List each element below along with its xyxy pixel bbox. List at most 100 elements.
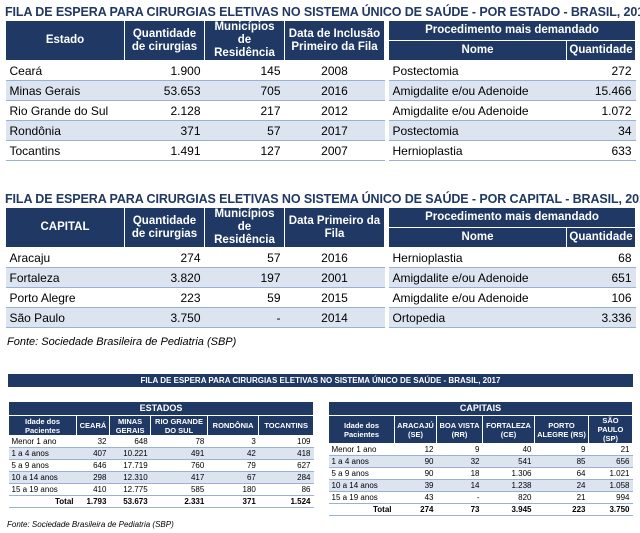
value-cell: 40: [482, 443, 535, 456]
value-cell: 18: [436, 467, 483, 480]
value-cell: 21: [534, 491, 589, 504]
capitais-age-table: CAPITAIS Idade dos Pacientes ARACAJÚ (SE) BO…: [328, 401, 633, 516]
quantity-cell: 223: [124, 287, 205, 308]
value-cell: 541: [482, 455, 535, 468]
date-cell: 2007: [284, 140, 385, 161]
municipios-header: Municípios de Residência: [204, 207, 285, 248]
value-cell: 1.238: [482, 479, 535, 492]
date-cell: 2008: [284, 60, 385, 81]
table-row: 10 a 14 anos 39 14 1.238 24 1.058: [328, 479, 633, 492]
age-label-cell: 15 a 19 anos: [328, 491, 395, 504]
value-cell: 53.673: [109, 495, 151, 508]
value-cell: 85: [534, 455, 589, 468]
column-header: RIO GRANDE DO SUL: [150, 415, 208, 436]
row-name-cell: Porto Alegre: [5, 287, 125, 308]
column-header: PORTO ALEGRE (RS): [534, 415, 589, 444]
municipios-cell: 57: [204, 120, 285, 141]
municipios-cell: 705: [204, 80, 285, 101]
row-name-cell: Rondônia: [5, 120, 125, 141]
proc-quantidade-header: Quantidade: [565, 227, 637, 248]
procedure-name-cell: Amigdalite e/ou Adenoide: [388, 80, 567, 101]
column-header: MINAS GERAIS: [108, 415, 152, 436]
value-cell: 3.750: [588, 503, 633, 516]
value-cell: 418: [258, 447, 314, 460]
procedure-name-cell: Amigdalite e/ou Adenoide: [388, 287, 567, 308]
data-primeiro-header: Data Primeiro da Fila: [284, 207, 385, 248]
idade-header: Idade dos Pacientes: [8, 415, 77, 436]
value-cell: 407: [76, 447, 110, 460]
table-row: Minas Gerais 53.653 705 2016 Amigdalite e/ou…: [5, 80, 636, 101]
value-cell: 627: [258, 459, 314, 472]
value-cell: 12.775: [109, 483, 151, 496]
date-cell: 2016: [284, 80, 385, 101]
value-cell: 417: [150, 471, 208, 484]
value-cell: 994: [588, 491, 633, 504]
estado-table: Estado Quantidade de cirurgias Municípios…: [5, 20, 637, 161]
age-table-title: FILA DE ESPERA PARA CIRURGIAS ELETIVAS N…: [8, 374, 633, 387]
table-row: 15 a 19 anos 410 12.775 585 180 86: [8, 483, 314, 496]
table-row: Rondônia 371 57 2017 Postectomia 34: [5, 120, 636, 141]
procedure-quantity-cell: 68: [566, 247, 636, 268]
estado-section: FILA DE ESPERA PARA CIRURGIAS ELETIVAS N…: [5, 4, 640, 161]
value-cell: 17.719: [109, 459, 151, 472]
capitais-group-header: CAPITAIS: [328, 401, 633, 416]
value-cell: 656: [588, 455, 633, 468]
source-note: Fonte: Sociedade Brasileira de Pediatria…: [7, 336, 237, 348]
row-name-cell: São Paulo: [5, 307, 125, 328]
value-cell: 78: [150, 435, 208, 448]
value-cell: 1.306: [482, 467, 535, 480]
row-name-cell: Ceará: [5, 60, 125, 81]
table-row: 10 a 14 anos 298 12.310 417 67 284: [8, 471, 314, 484]
quantity-cell: 3.820: [124, 267, 205, 288]
value-cell: 79: [207, 459, 259, 472]
date-cell: 2017: [284, 120, 385, 141]
idade-header: Idade dos Pacientes: [328, 415, 395, 444]
age-label-cell: Total: [328, 503, 395, 516]
row-name-cell: Tocantins: [5, 140, 125, 161]
municipios-cell: 145: [204, 60, 285, 81]
value-cell: 3: [207, 435, 259, 448]
table-row: Menor 1 ano 12 9 40 9 21: [328, 443, 633, 456]
value-cell: 371: [207, 495, 259, 508]
value-cell: 109: [258, 435, 314, 448]
quantidade-header: Quantidade de cirurgias: [124, 207, 205, 248]
value-cell: 585: [150, 483, 208, 496]
table-row: Total 274 73 3.945 223 3.750: [328, 503, 633, 516]
capital-header: CAPITAL: [5, 207, 125, 248]
quantidade-header: Quantidade de cirurgias: [124, 20, 205, 61]
value-cell: 9: [534, 443, 589, 456]
procedure-quantity-cell: 34: [566, 120, 636, 141]
procedure-name-cell: Ortopedia: [388, 307, 567, 328]
column-header: FORTALEZA (CE): [482, 415, 535, 444]
value-cell: 64: [534, 467, 589, 480]
value-cell: 21: [588, 443, 633, 456]
procedure-name-cell: Hernioplastia: [388, 140, 567, 161]
age-label-cell: Total: [8, 495, 77, 508]
value-cell: 760: [150, 459, 208, 472]
age-label-cell: 5 a 9 anos: [328, 467, 395, 480]
procedimento-header: Procedimento mais demandado: [387, 207, 637, 228]
row-name-cell: Minas Gerais: [5, 80, 125, 101]
value-cell: 10.221: [109, 447, 151, 460]
table-row: 15 a 19 anos 43-820 21 994: [328, 491, 633, 504]
value-cell: 12: [394, 443, 437, 456]
capital-table: CAPITAL Quantidade de cirurgias Município…: [5, 207, 637, 328]
column-header: BOA VISTA (RR): [436, 415, 483, 444]
procedure-name-cell: Hernioplastia: [388, 247, 567, 268]
date-cell: 2014: [284, 307, 385, 328]
quantity-cell: 371: [124, 120, 205, 141]
table-row: 5 a 9 anos 90 18 1.306 64 1.021: [328, 467, 633, 480]
municipios-cell: 57: [204, 247, 285, 268]
table-row: Total 1.793 53.673 2.331 371 1.524: [8, 495, 314, 508]
procedimento-header: Procedimento mais demandado: [387, 20, 637, 41]
row-name-cell: Rio Grande do Sul: [5, 100, 125, 121]
value-cell: 43: [394, 491, 437, 504]
municipios-cell: 217: [204, 100, 285, 121]
estados-age-table: ESTADOS Idade dos Pacientes CEARÁ MINAS GERA…: [8, 401, 314, 508]
age-label-cell: 10 a 14 anos: [328, 479, 395, 492]
table-row: Tocantins 1.491 127 2007 Hernioplastia 633: [5, 140, 636, 161]
date-cell: 2015: [284, 287, 385, 308]
municipios-cell: -: [204, 307, 285, 328]
value-cell: 3.945: [482, 503, 535, 516]
value-cell: 86: [258, 483, 314, 496]
